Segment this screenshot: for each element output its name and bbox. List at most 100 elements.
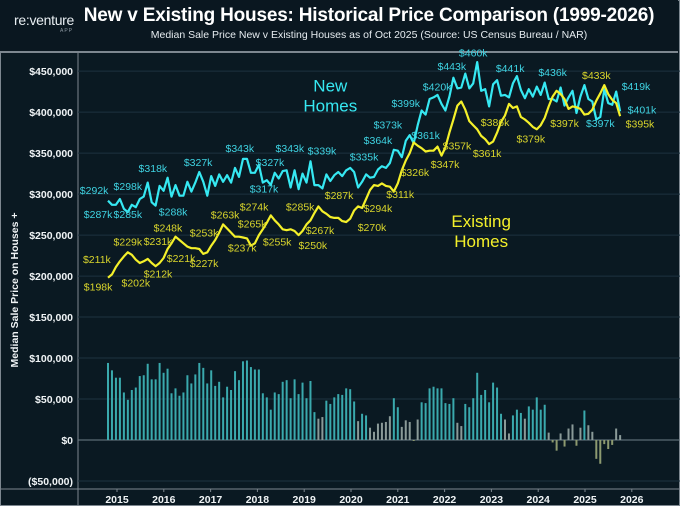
difference-bar <box>337 394 340 440</box>
difference-bar <box>150 379 153 440</box>
new-price-label: $298k <box>114 181 143 193</box>
difference-bar <box>543 404 546 440</box>
difference-bar <box>511 415 514 440</box>
existing-price-label: $267k <box>306 225 335 237</box>
difference-bar <box>515 409 518 440</box>
difference-bar <box>392 398 395 440</box>
difference-bar <box>527 406 530 440</box>
existing-price-label: $433k <box>582 70 611 82</box>
difference-bar <box>293 379 296 440</box>
difference-bar <box>567 428 570 440</box>
y-tick-label: $150,000 <box>29 312 73 324</box>
existing-series-label: Homes <box>454 232 508 251</box>
difference-bar <box>559 433 562 440</box>
difference-bar <box>396 407 399 440</box>
difference-bar <box>317 418 320 440</box>
existing-price-label: $202k <box>121 278 150 290</box>
difference-bar <box>488 402 491 440</box>
y-tick-label: $300,000 <box>29 189 73 201</box>
difference-bar <box>321 417 324 440</box>
difference-bar <box>361 413 364 440</box>
existing-price-label: $250k <box>299 240 328 252</box>
new-price-label: $317k <box>250 183 279 195</box>
difference-bar <box>448 403 451 440</box>
new-price-label: $441k <box>496 63 525 75</box>
difference-bar <box>376 423 379 440</box>
difference-bar <box>353 401 356 440</box>
difference-bar <box>599 440 602 464</box>
existing-price-label: $361k <box>473 148 502 160</box>
existing-price-label: $231k <box>144 236 173 248</box>
difference-bar <box>587 425 590 440</box>
difference-bar <box>186 375 189 440</box>
x-tick-label: 2025 <box>573 494 597 506</box>
difference-bar <box>372 431 375 440</box>
difference-bar <box>484 390 487 440</box>
difference-bar <box>563 440 566 447</box>
existing-price-label: $253k <box>190 228 219 240</box>
y-tick-label: $250,000 <box>29 230 73 242</box>
difference-bar <box>226 386 229 440</box>
difference-bar <box>384 421 387 440</box>
difference-bar <box>603 440 606 445</box>
difference-bar <box>476 372 479 440</box>
new-price-label: $397k <box>586 118 615 130</box>
difference-bar <box>575 440 578 446</box>
difference-bar <box>607 440 610 450</box>
difference-bar <box>118 377 121 440</box>
new-price-label: $343k <box>225 143 254 155</box>
existing-price-label: $326k <box>401 167 430 179</box>
new-price-label: $288k <box>159 206 188 218</box>
difference-bar <box>464 403 467 440</box>
existing-price-label: $255k <box>263 237 292 249</box>
new-price-label: $436k <box>538 67 567 79</box>
new-price-label: $364k <box>364 135 393 147</box>
y-tick-label: $200,000 <box>29 271 73 283</box>
difference-bar <box>611 440 614 445</box>
logo: re:venture <box>14 12 75 28</box>
existing-price-label: $229k <box>114 237 143 249</box>
new-price-label: $460k <box>459 47 488 59</box>
difference-bar <box>289 398 292 440</box>
difference-bar <box>218 381 221 440</box>
difference-bar <box>444 403 447 440</box>
difference-bar <box>162 372 165 440</box>
difference-bar <box>440 388 443 440</box>
x-tick-label: 2015 <box>105 494 129 506</box>
difference-bar <box>539 409 542 440</box>
difference-bar <box>507 433 510 440</box>
difference-bar <box>412 440 415 441</box>
x-tick-label: 2020 <box>339 494 363 506</box>
difference-bar <box>341 394 344 440</box>
difference-bar <box>138 376 141 440</box>
existing-price-label: $386k <box>481 117 510 129</box>
y-tick-label: $50,000 <box>35 394 73 406</box>
difference-bar <box>345 388 348 440</box>
new-price-label: $285k <box>114 209 143 221</box>
difference-bar <box>313 412 316 440</box>
existing-homes-line <box>107 83 622 279</box>
difference-bar <box>357 421 360 440</box>
x-tick-label: 2019 <box>293 494 317 506</box>
existing-price-label: $397k <box>550 118 579 130</box>
existing-price-label: $265k <box>238 219 267 231</box>
x-tick-label: 2023 <box>480 494 504 506</box>
existing-price-label: $212k <box>144 269 173 281</box>
existing-price-label: $198k <box>84 282 113 294</box>
difference-bar <box>253 369 256 440</box>
difference-bar <box>619 435 622 440</box>
existing-price-label: $274k <box>240 201 269 213</box>
difference-bar <box>269 409 272 440</box>
difference-bar <box>257 369 260 440</box>
difference-bar <box>408 421 411 440</box>
existing-price-label: $395k <box>626 119 655 131</box>
difference-bar <box>456 422 459 440</box>
x-tick-label: 2026 <box>620 494 644 506</box>
existing-price-label: $221k <box>167 253 196 265</box>
new-price-label: $361k <box>411 130 440 142</box>
new-series-label: Homes <box>303 97 357 116</box>
difference-bar <box>420 402 423 440</box>
difference-bar <box>428 388 431 440</box>
difference-bar <box>142 375 145 440</box>
